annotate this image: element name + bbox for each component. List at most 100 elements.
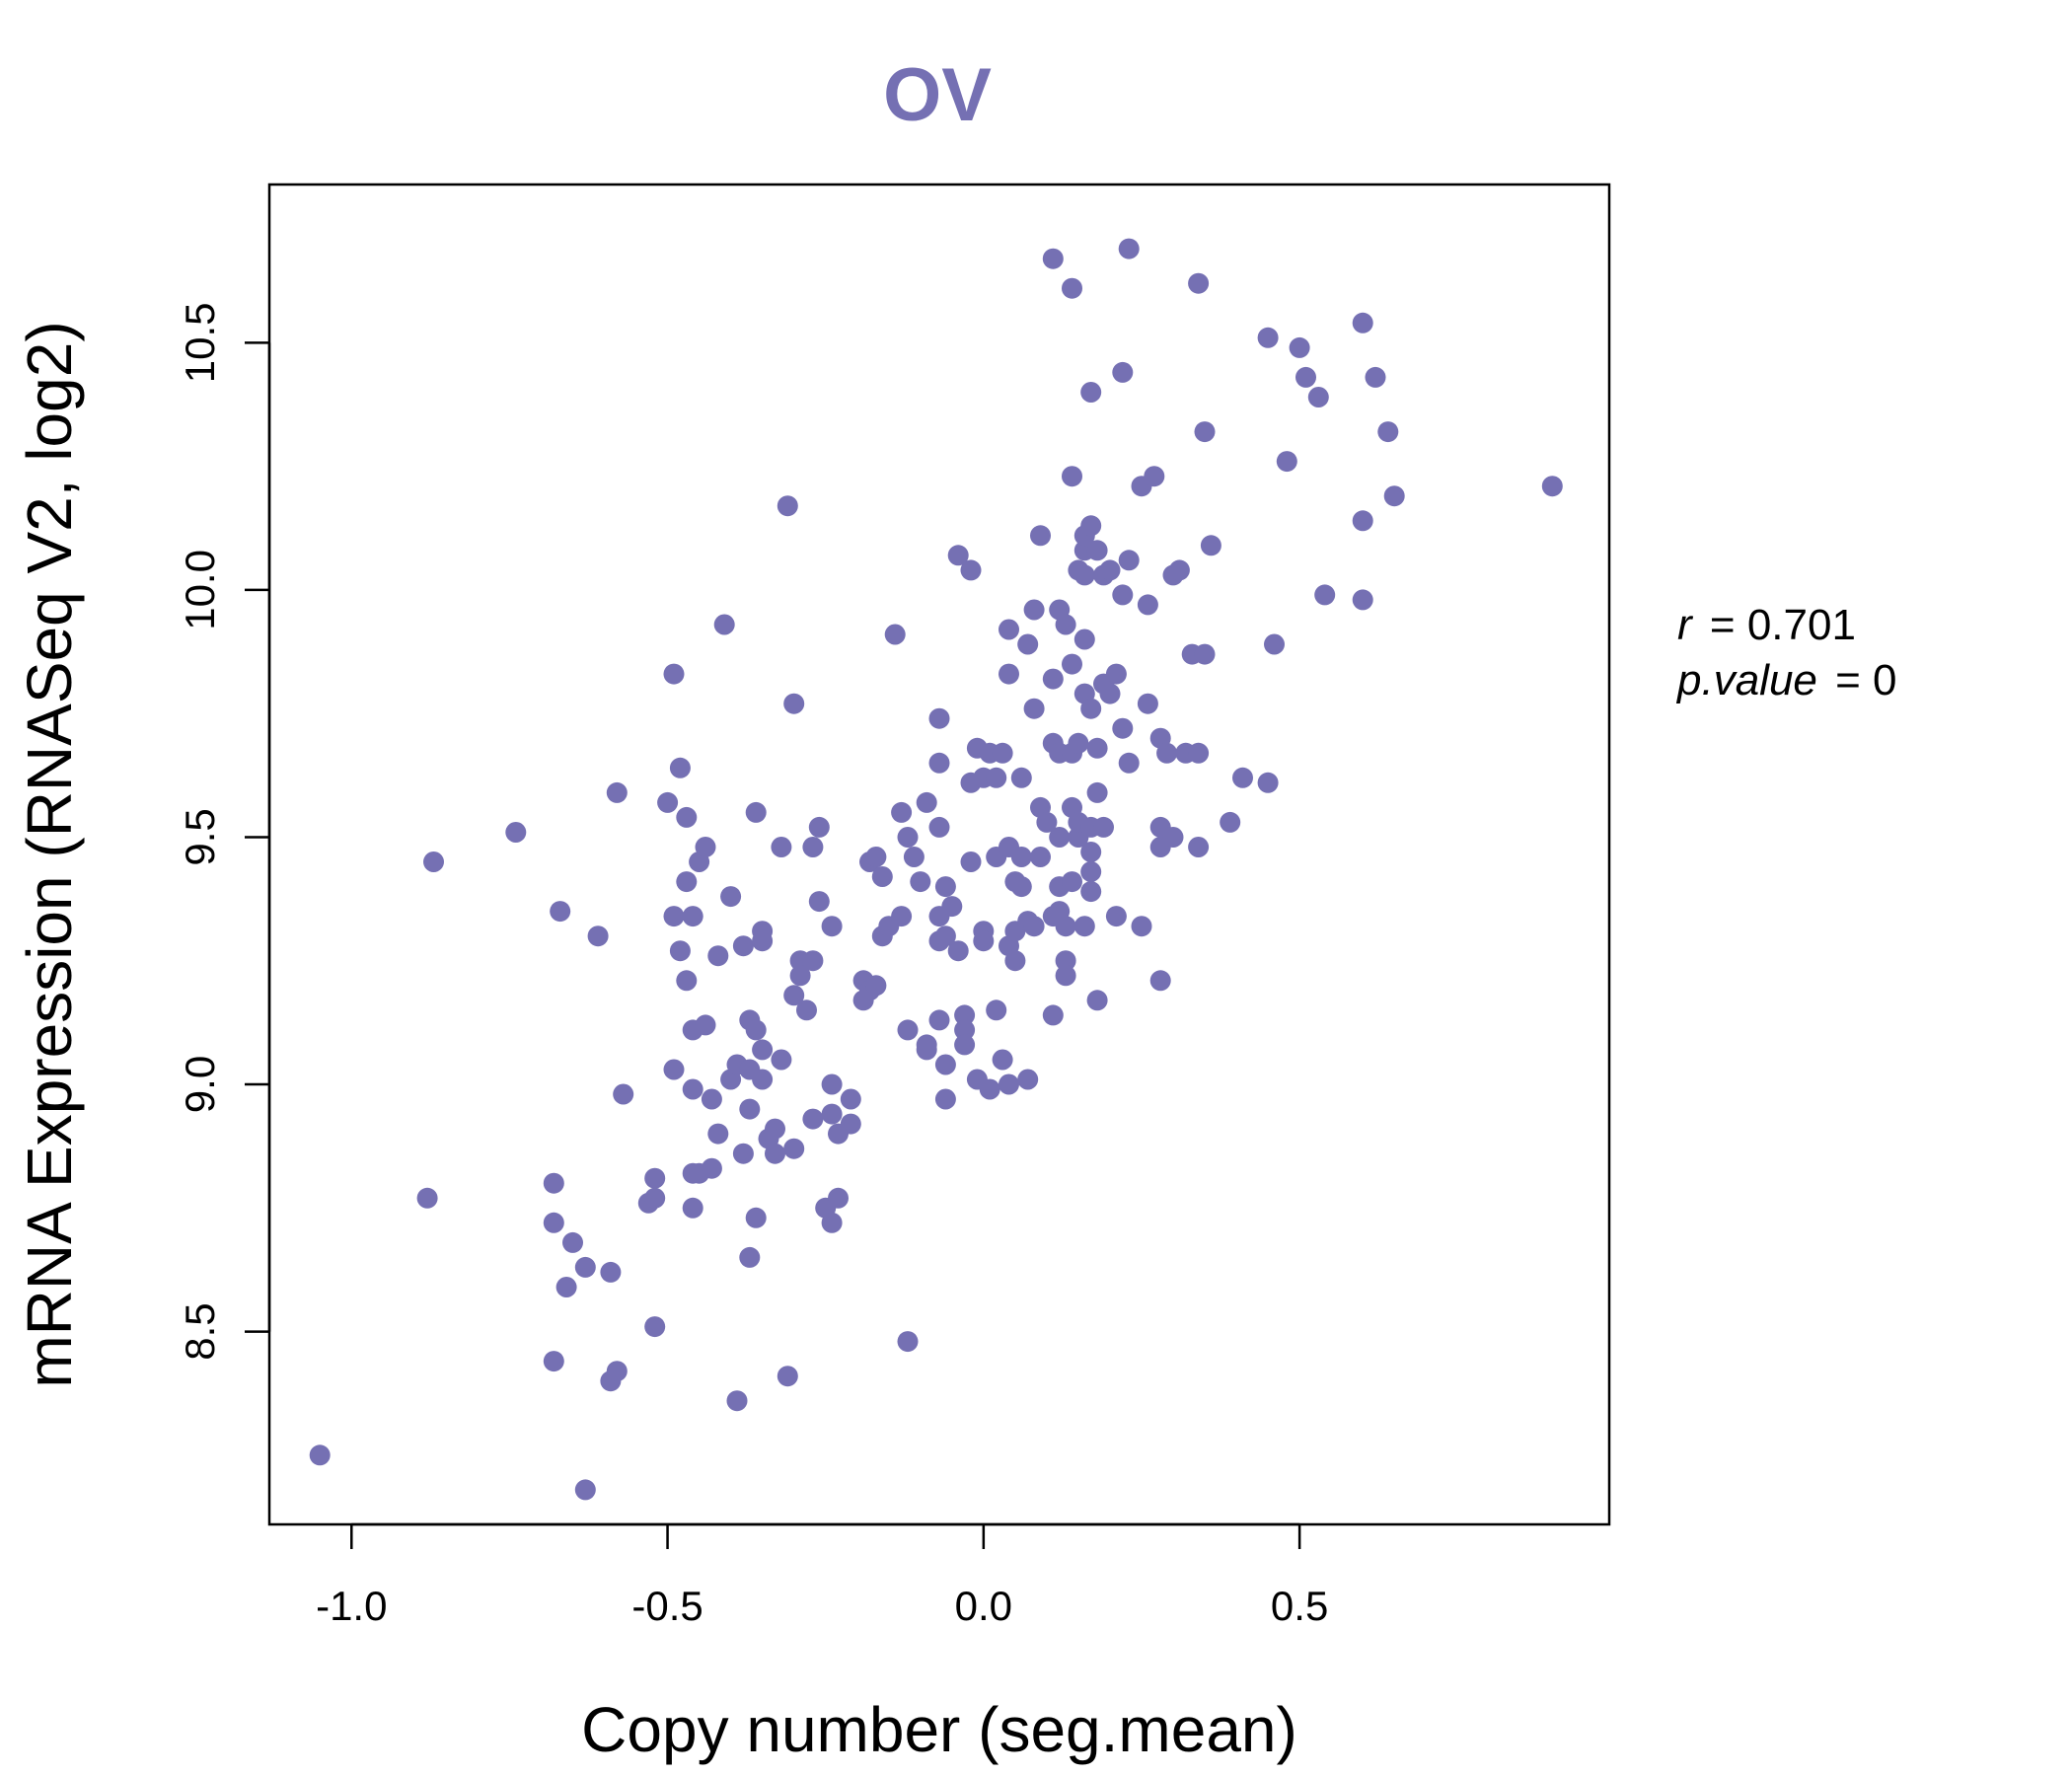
data-point — [587, 925, 609, 947]
data-point — [821, 1212, 843, 1233]
data-point — [1295, 366, 1316, 388]
data-point — [1099, 559, 1121, 581]
data-point — [720, 886, 742, 908]
data-point — [960, 559, 982, 581]
data-point — [574, 1479, 596, 1501]
data-point — [416, 1187, 438, 1209]
y-axis-title: mRNA Expression (RNASeq V2, log2) — [14, 321, 85, 1387]
y-tick-label: 8.5 — [177, 1302, 223, 1360]
data-point — [871, 866, 893, 887]
data-point — [695, 837, 716, 857]
data-point — [1080, 515, 1102, 537]
data-point — [1062, 871, 1082, 893]
data-point — [1042, 668, 1064, 690]
data-point — [1042, 1004, 1064, 1026]
data-point — [1004, 950, 1026, 972]
p-value-stat: p.value = 0 — [1675, 656, 1897, 704]
data-point — [992, 1049, 1013, 1071]
data-point — [999, 663, 1019, 685]
data-point — [1232, 767, 1253, 788]
data-point — [916, 1034, 937, 1056]
data-point — [1055, 965, 1076, 987]
data-point — [1036, 811, 1058, 833]
data-point — [669, 940, 691, 962]
data-point — [606, 1361, 628, 1382]
data-point — [783, 1138, 805, 1159]
y-tick-label: 9.5 — [177, 808, 223, 865]
data-point — [695, 1014, 716, 1036]
data-point — [954, 1034, 976, 1056]
data-point — [682, 1197, 703, 1219]
data-point — [309, 1444, 331, 1466]
x-tick-label: -1.0 — [316, 1583, 387, 1629]
data-point — [954, 1019, 976, 1041]
chart-title: OV — [883, 53, 992, 137]
data-point — [1383, 485, 1405, 507]
data-point — [1112, 361, 1134, 383]
data-point — [543, 1351, 564, 1372]
data-point — [1257, 772, 1279, 793]
data-point — [707, 1123, 729, 1145]
data-point — [1220, 811, 1241, 833]
data-point — [802, 837, 824, 857]
data-point — [1188, 742, 1210, 764]
data-point — [562, 1231, 583, 1253]
data-point — [1080, 881, 1102, 903]
data-point — [1086, 540, 1108, 561]
data-point — [821, 916, 843, 937]
data-point — [682, 1078, 703, 1100]
data-point — [1023, 916, 1045, 937]
data-point — [777, 1366, 798, 1387]
data-point — [657, 791, 679, 813]
data-point — [865, 847, 887, 867]
data-point — [644, 1316, 666, 1338]
data-point — [891, 906, 913, 927]
data-point — [1023, 698, 1045, 719]
data-point — [821, 1103, 843, 1125]
data-point — [1017, 1069, 1039, 1090]
data-point — [1188, 837, 1210, 857]
data-point — [1194, 421, 1216, 443]
data-point — [771, 1049, 792, 1071]
data-point — [1352, 589, 1373, 611]
data-point — [745, 801, 767, 823]
data-point — [783, 693, 805, 714]
data-point — [752, 930, 774, 952]
data-point — [1541, 476, 1563, 497]
data-point — [897, 1331, 919, 1353]
data-point — [789, 965, 811, 987]
data-point — [808, 816, 830, 838]
data-point — [739, 1098, 761, 1120]
data-point — [574, 1256, 596, 1278]
r-stat: r = 0.701 — [1677, 601, 1856, 649]
data-point — [1168, 559, 1190, 581]
data-point — [1055, 916, 1076, 937]
data-point — [986, 999, 1007, 1021]
data-point — [934, 1088, 956, 1110]
data-point — [903, 847, 925, 867]
data-point — [1314, 584, 1336, 606]
data-point — [897, 827, 919, 848]
data-point — [663, 663, 685, 685]
data-point — [752, 1039, 774, 1061]
data-point — [960, 851, 982, 872]
data-point — [701, 1157, 722, 1179]
data-point — [1137, 693, 1158, 714]
data-point — [1093, 816, 1114, 838]
data-points — [309, 238, 1563, 1501]
x-axis-title: Copy number (seg.mean) — [581, 1694, 1297, 1765]
data-point — [1010, 847, 1032, 867]
data-point — [765, 1118, 785, 1140]
data-point — [999, 1073, 1019, 1095]
x-axis: -1.0 -0.5 0.0 0.5 — [316, 1522, 1328, 1629]
data-point — [783, 985, 805, 1006]
data-point — [745, 1019, 767, 1041]
data-point — [676, 871, 698, 893]
data-point — [555, 1277, 577, 1297]
x-tick-label: -0.5 — [631, 1583, 703, 1629]
data-point — [1112, 584, 1134, 606]
data-point — [1062, 466, 1082, 487]
data-point — [1080, 842, 1102, 862]
data-point — [777, 495, 798, 517]
data-point — [1080, 698, 1102, 719]
